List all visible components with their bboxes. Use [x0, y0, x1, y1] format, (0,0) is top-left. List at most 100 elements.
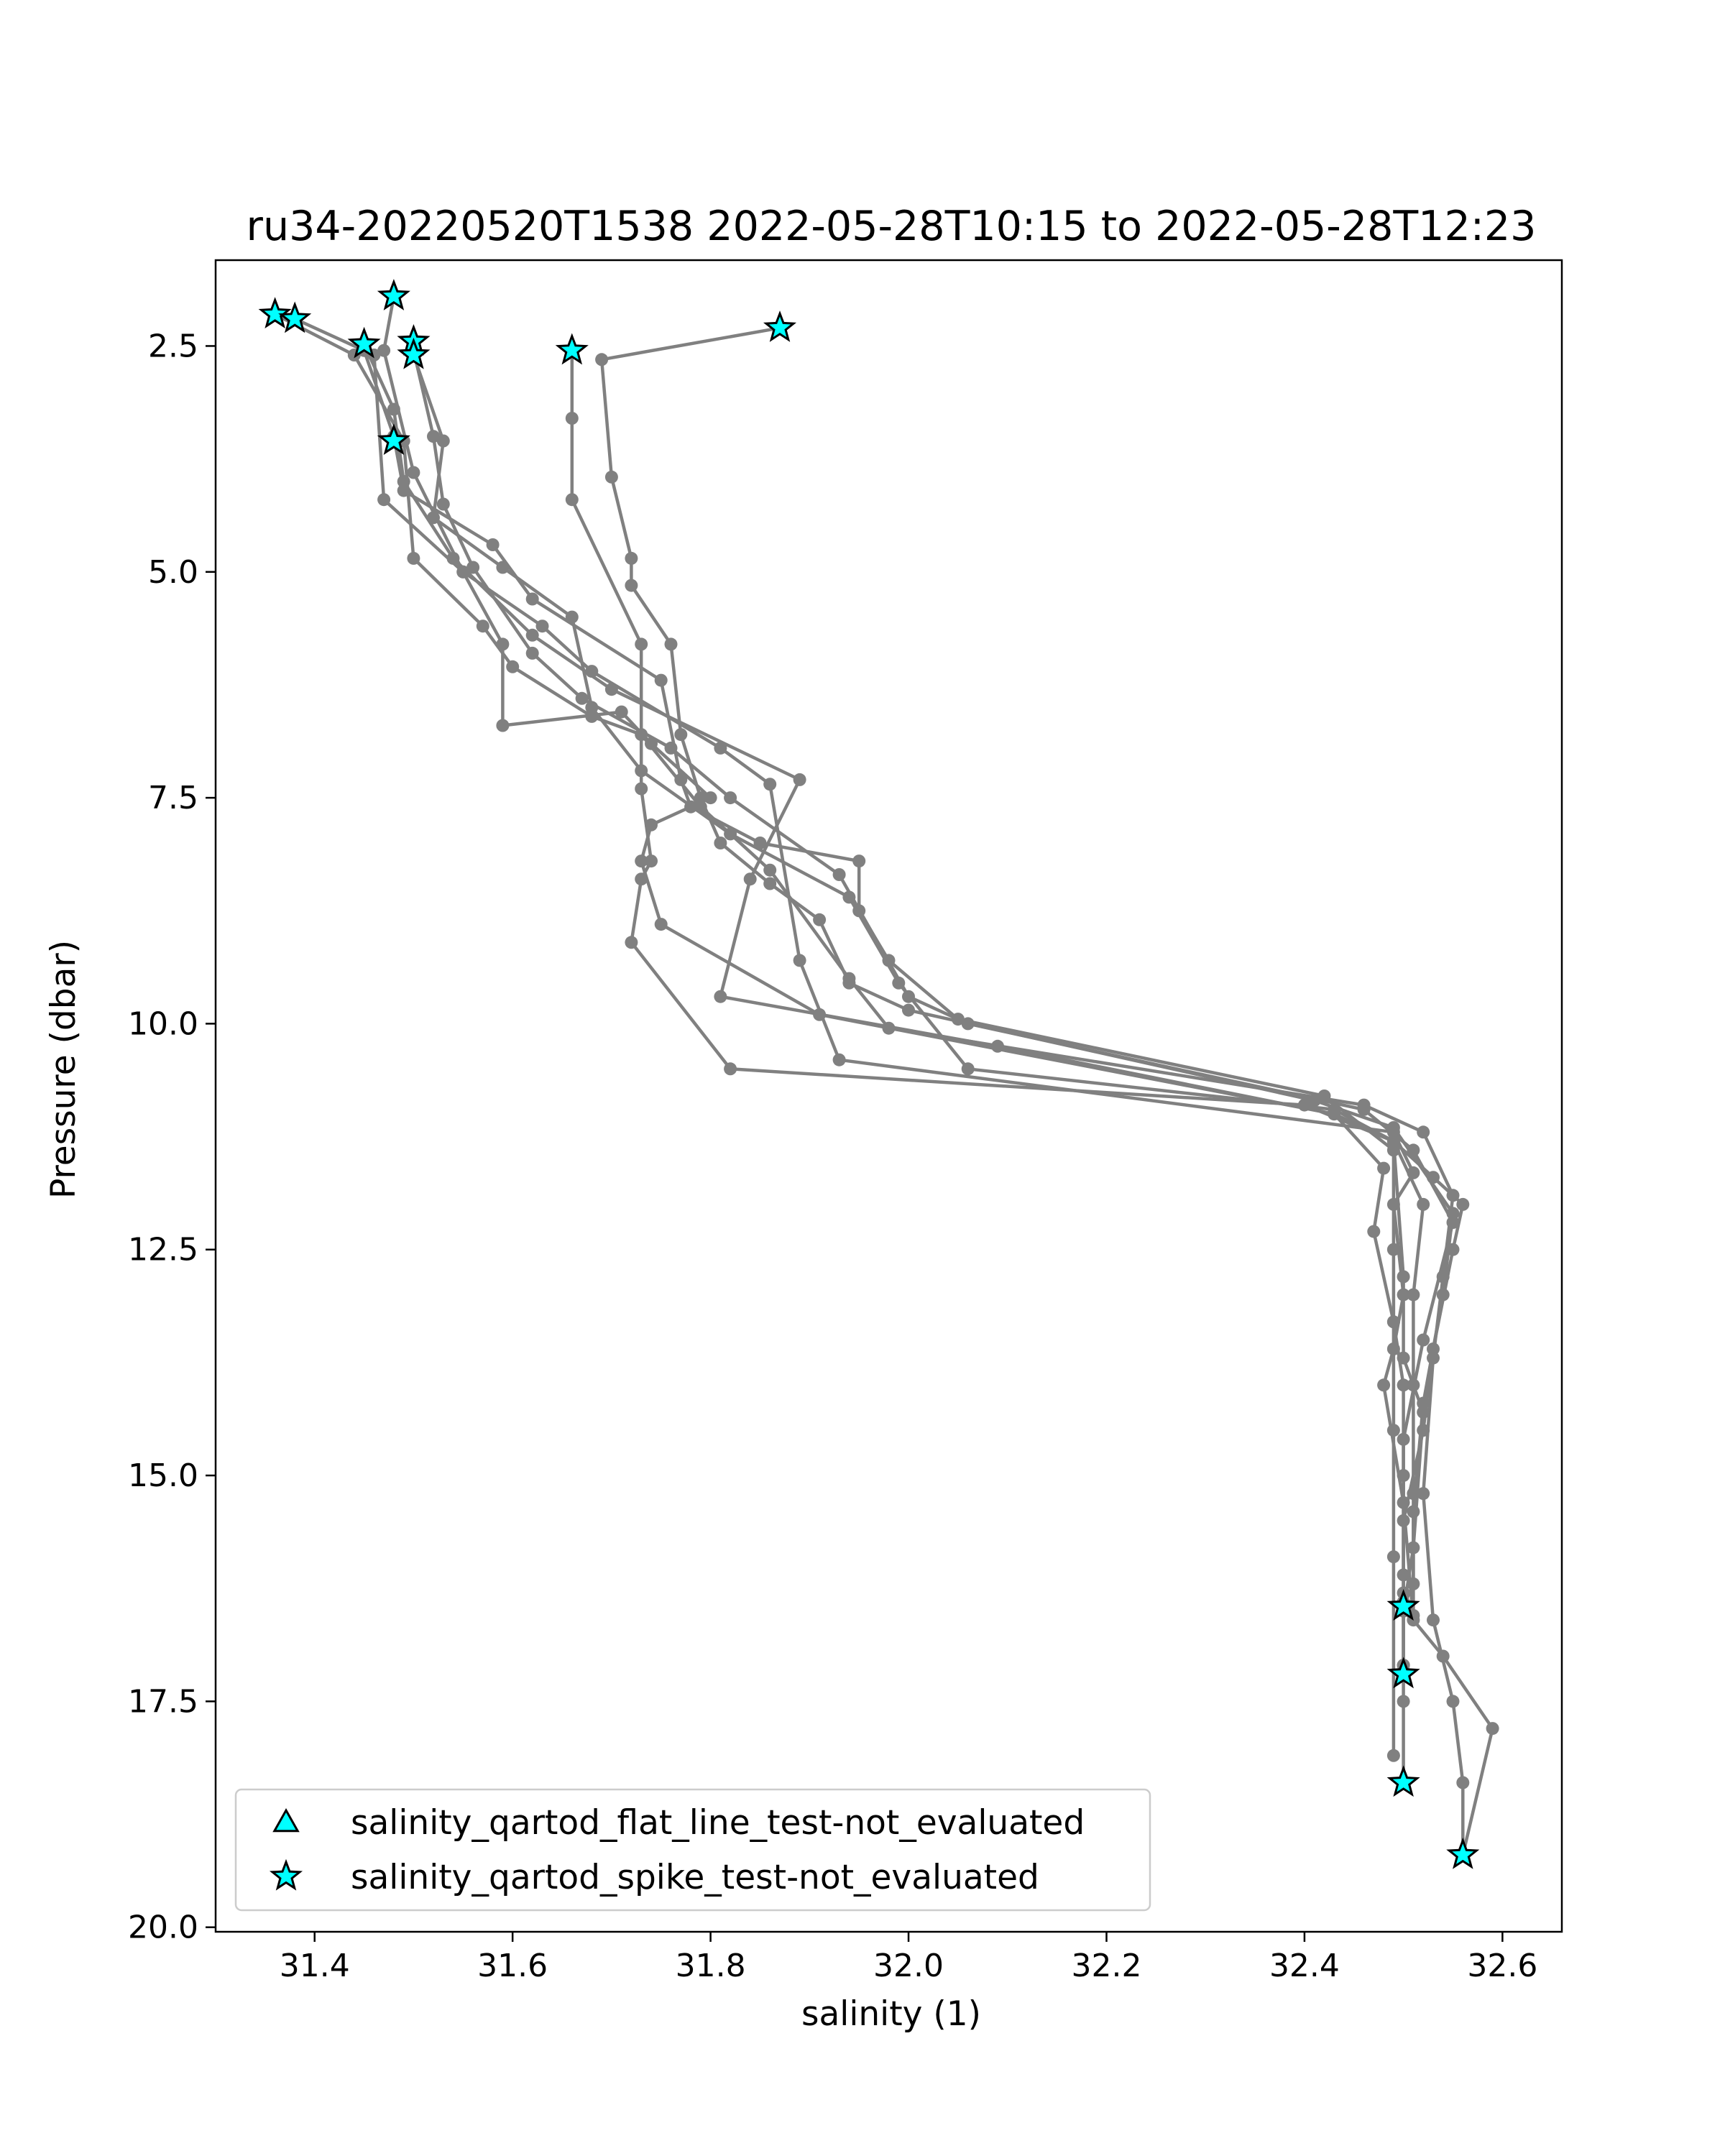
- profile-point: [604, 470, 618, 484]
- chart-title: ru34-20220520T1538 2022-05-28T10:15 to 2…: [247, 203, 1537, 250]
- profile-point: [961, 1062, 975, 1076]
- profile-point: [724, 1062, 737, 1076]
- profile-point: [565, 610, 579, 624]
- legend-label: salinity_qartod_spike_test-not_evaluated: [351, 1858, 1039, 1897]
- profile-point: [525, 628, 539, 642]
- profile-point: [1397, 1270, 1410, 1284]
- profile-point: [793, 954, 806, 967]
- profile-point: [635, 764, 648, 778]
- profile-point: [714, 990, 727, 1003]
- profile-point: [1427, 1351, 1440, 1365]
- profile-point: [674, 728, 688, 742]
- profile-point: [436, 497, 450, 511]
- x-tick-label: 32.4: [1269, 1948, 1340, 1984]
- x-tick-label: 31.4: [280, 1948, 350, 1984]
- spike-flag-marker: [377, 279, 410, 310]
- y-tick-label: 7.5: [148, 780, 198, 816]
- profile-point: [595, 353, 609, 367]
- profile-point: [377, 493, 391, 507]
- spike-flag-marker: [377, 423, 410, 456]
- profile-point: [625, 579, 638, 592]
- profile-point: [1357, 1102, 1371, 1116]
- profile-point: [961, 1017, 975, 1031]
- profile-point: [1397, 1695, 1410, 1708]
- profile-point: [506, 660, 520, 673]
- spike-test-markers: [258, 279, 1480, 1869]
- legend-triangle-icon: [272, 1807, 300, 1833]
- x-tick-label: 32.0: [873, 1948, 944, 1984]
- legend-star-icon: [269, 1858, 303, 1891]
- profile-point: [427, 511, 440, 525]
- profile-point: [724, 791, 737, 805]
- spike-flag-marker: [1386, 1589, 1420, 1621]
- profile-point: [1386, 1749, 1400, 1762]
- profile-point: [1456, 1197, 1470, 1211]
- profile-point: [664, 741, 678, 755]
- y-tick-label: 15.0: [128, 1457, 198, 1494]
- profile-point: [466, 561, 480, 574]
- y-tick-label: 2.5: [148, 328, 198, 364]
- profile-line: [274, 313, 1465, 1856]
- profile-point: [664, 637, 678, 651]
- axes: 31.4 31.6 31.8 32.0 32.2 32.4 32.6 2.5 5.0 7.5 10.…: [128, 259, 1563, 1984]
- profile-point: [635, 637, 648, 651]
- profile-point: [615, 705, 628, 719]
- profile-point: [535, 619, 549, 633]
- profile-point: [625, 551, 638, 565]
- profile-point: [397, 475, 410, 488]
- spike-flag-marker: [763, 310, 797, 342]
- profile-point: [575, 691, 589, 705]
- profile-point: [436, 434, 450, 448]
- profile-point: [763, 863, 777, 877]
- profile-point: [1446, 1695, 1460, 1708]
- profile-point: [486, 538, 500, 551]
- profile-point: [1397, 1432, 1410, 1446]
- plot-area: [258, 279, 1499, 1869]
- legend: salinity_qartod_flat_line_test-not_evalu…: [234, 1788, 1151, 1912]
- profile-point: [496, 719, 510, 732]
- x-tick-label: 31.6: [477, 1948, 548, 1984]
- profile-point: [1397, 1351, 1410, 1365]
- profile-point: [496, 561, 510, 574]
- profile-point: [1486, 1722, 1499, 1736]
- profile-point: [1446, 1216, 1460, 1229]
- profile-point: [832, 1053, 846, 1067]
- profile-point: [654, 918, 668, 931]
- profile-point: [456, 565, 470, 579]
- profile-point: [832, 868, 846, 881]
- profile-point: [645, 854, 658, 868]
- spike-flag-marker: [555, 333, 589, 365]
- profile-point: [1386, 1315, 1400, 1329]
- profile-point: [902, 990, 915, 1003]
- spike-flag-marker: [397, 337, 431, 369]
- profile-point: [1397, 1378, 1410, 1392]
- profile-point: [635, 854, 648, 868]
- y-tick-label: 17.5: [128, 1683, 198, 1720]
- profile-point: [1377, 1161, 1391, 1175]
- spike-flag-marker: [278, 301, 312, 333]
- spike-flag-marker: [258, 297, 292, 329]
- profile-point: [813, 913, 827, 926]
- profile-point: [525, 646, 539, 660]
- profile-point: [654, 673, 668, 687]
- profile-point: [1386, 1134, 1400, 1148]
- profile-point: [1386, 1424, 1400, 1437]
- profile-point: [565, 412, 579, 425]
- profile-point: [407, 551, 420, 565]
- profile-point: [763, 778, 777, 791]
- profile-point: [635, 782, 648, 796]
- x-tick-label: 31.8: [676, 1948, 746, 1984]
- legend-label: salinity_qartod_flat_line_test-not_evalu…: [351, 1803, 1085, 1843]
- profile-point: [1417, 1333, 1430, 1347]
- profile-point: [427, 430, 440, 443]
- spike-flag-marker: [1386, 1657, 1420, 1689]
- profile-point: [1446, 1189, 1460, 1202]
- profile-point: [1407, 1541, 1420, 1554]
- profile-point: [1407, 1143, 1420, 1157]
- profile-point: [852, 854, 866, 868]
- profile-point: [1446, 1243, 1460, 1256]
- profile-point: [1417, 1197, 1430, 1211]
- profile-point: [1427, 1613, 1440, 1627]
- profile-point: [1328, 1107, 1341, 1121]
